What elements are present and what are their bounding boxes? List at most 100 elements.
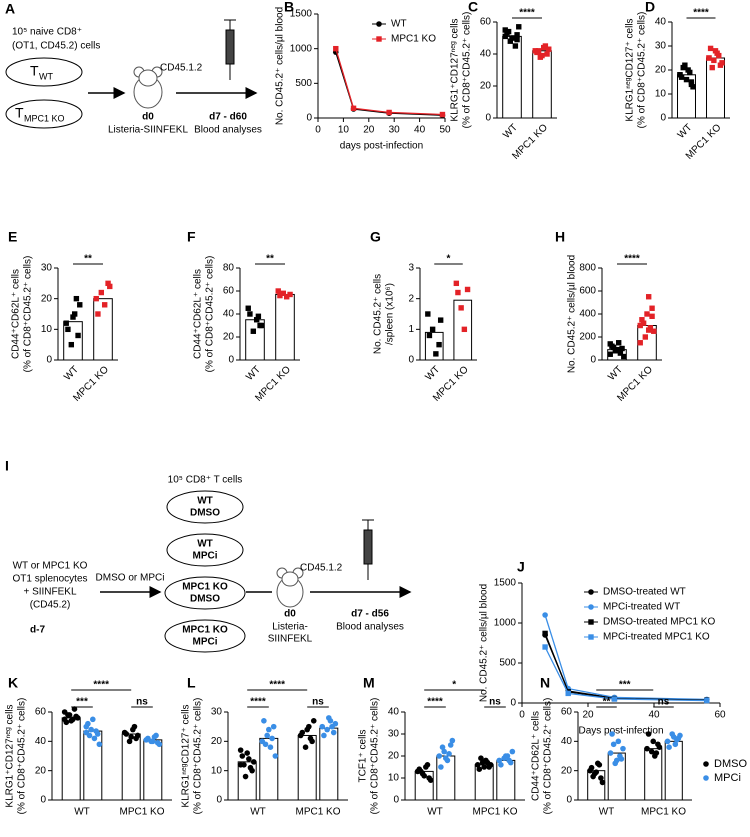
data-point — [433, 351, 439, 357]
y-tick-label: 40 — [223, 309, 235, 320]
panel-letter: H — [555, 229, 565, 245]
legend-marker — [703, 775, 709, 781]
data-point — [272, 753, 279, 759]
significance-label: ns — [658, 697, 670, 708]
scheme-text: WT — [197, 539, 213, 550]
panel-letter: G — [370, 229, 381, 245]
data-point — [299, 729, 306, 736]
data-point — [310, 718, 317, 724]
bar — [275, 293, 295, 361]
significance-label: ns — [489, 697, 501, 708]
y-tick-label: 0 — [40, 795, 46, 806]
y-axis-label: KLRG1⁺CD127ⁿᵉᵍ cells — [450, 18, 461, 121]
data-point — [93, 728, 99, 734]
significance-label: ns — [136, 697, 148, 708]
group-ellipses — [164, 490, 246, 653]
data-point — [436, 753, 443, 759]
data-point — [437, 317, 444, 323]
syringe-icon — [224, 19, 236, 80]
legend-label: WT — [391, 19, 407, 30]
y-axis-label: CD44⁺CD62L⁺ cells — [531, 711, 542, 801]
series-line — [335, 48, 443, 116]
legend-marker — [703, 761, 709, 767]
y-tick-label: 1000 — [290, 43, 313, 54]
panel-letter: C — [468, 0, 478, 15]
x-tick-label: WT — [62, 364, 81, 383]
x-tick-label: 0 — [315, 125, 321, 136]
significance-label: ** — [603, 697, 611, 708]
data-point — [535, 48, 542, 54]
scheme-text: d7 - d56 — [351, 609, 389, 620]
y-tick-label: 40 — [388, 707, 400, 718]
group-ellipse — [5, 57, 83, 87]
data-point — [65, 326, 71, 333]
data-point — [621, 353, 627, 360]
data-point — [418, 768, 424, 775]
legend-marker — [588, 604, 594, 610]
y-tick-label: 60 — [480, 17, 492, 28]
data-point — [88, 726, 94, 733]
data-point — [503, 753, 509, 759]
data-point — [95, 311, 101, 317]
scheme-text: MPCi — [193, 637, 218, 648]
y-tick-label: 2 — [408, 293, 414, 304]
bar — [297, 734, 317, 801]
data-point — [307, 735, 314, 742]
data-point — [542, 644, 548, 650]
data-point — [610, 344, 617, 351]
data-point — [90, 716, 96, 723]
data-point — [101, 302, 108, 308]
data-point — [436, 341, 442, 348]
data-point — [505, 28, 512, 35]
group-ellipse — [5, 99, 83, 129]
data-point — [424, 762, 431, 768]
data-point — [246, 756, 252, 762]
data-point — [640, 320, 647, 326]
data-point — [639, 317, 645, 323]
data-point — [593, 769, 600, 775]
panel-letter: A — [5, 1, 15, 17]
x-tick-label: 40 — [414, 125, 426, 136]
legend-label: MPCi-treated MPC1 KO — [603, 632, 710, 643]
data-point — [502, 27, 508, 33]
data-point — [237, 747, 244, 753]
data-point — [644, 311, 650, 317]
bar — [143, 739, 163, 801]
data-point — [253, 317, 260, 323]
data-point — [261, 718, 267, 724]
y-tick-label: 600 — [579, 286, 596, 297]
data-point — [245, 305, 251, 311]
scheme-text: DMSO or MPCi — [96, 573, 165, 584]
significance-label: ** — [84, 254, 92, 265]
data-point — [153, 732, 159, 739]
y-tick-label: 20 — [561, 765, 573, 776]
data-point — [123, 731, 130, 737]
y-tick-label: 40 — [561, 736, 573, 747]
y-tick-label: 20 — [480, 81, 492, 92]
data-point — [544, 51, 550, 57]
data-point — [156, 741, 163, 748]
data-point — [250, 759, 257, 765]
y-tick-label: 500 — [499, 658, 516, 669]
data-point — [716, 52, 722, 59]
legend-marker — [376, 21, 382, 27]
significance-label: **** — [519, 8, 535, 19]
data-point — [453, 280, 460, 287]
y-axis-label: (% of CD8⁺CD45.2⁺ cells) — [17, 698, 28, 815]
data-point — [302, 744, 309, 750]
y-axis-label: No. CD45.2⁺ cells — [373, 274, 384, 354]
data-point — [707, 45, 714, 52]
scheme-text: T — [15, 105, 24, 121]
data-point — [287, 291, 293, 298]
data-point — [607, 351, 613, 357]
data-point — [509, 748, 516, 755]
data-point — [350, 105, 357, 111]
y-axis-label: KLRG1⁺CD127ⁿᵉᵍ cells — [5, 704, 16, 807]
x-tick-label: MPC1 KO — [641, 807, 686, 818]
y-tick-label: 20 — [35, 765, 47, 776]
data-point — [73, 295, 80, 302]
data-point — [239, 753, 246, 759]
y-tick-label: 10 — [655, 89, 667, 100]
scheme-text: Listeria-SIINFEKL — [108, 125, 188, 136]
scheme-text: CD45.1.2 — [160, 63, 203, 74]
